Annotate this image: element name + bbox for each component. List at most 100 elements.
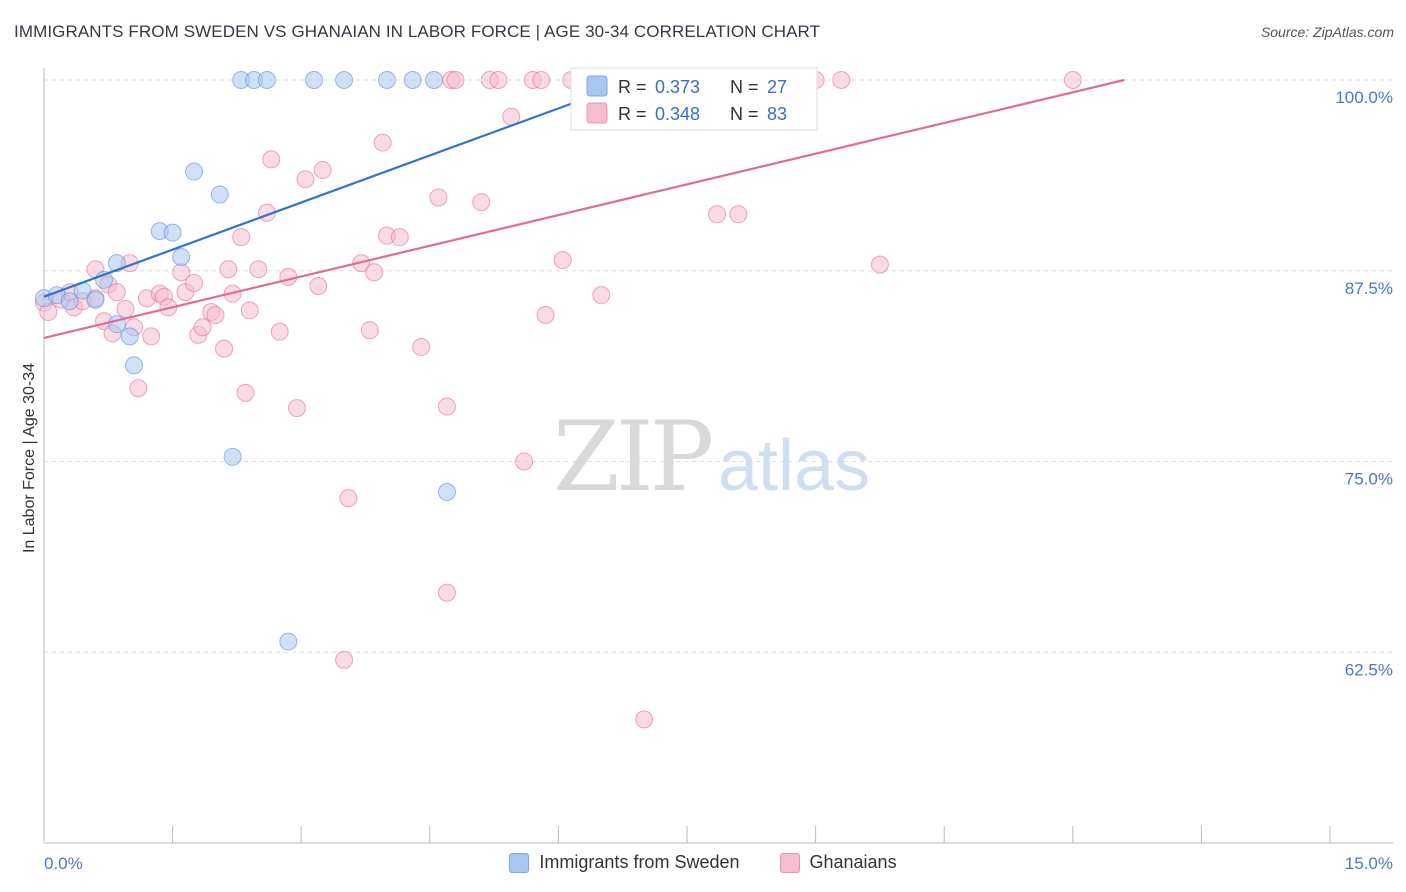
legend-swatch-sweden-bottom xyxy=(509,852,530,873)
sweden-point xyxy=(437,483,456,502)
sweden-point xyxy=(60,292,79,311)
ghanaians-point xyxy=(365,263,384,282)
legend-r-label-sweden: R = xyxy=(618,77,647,97)
legend-label-sweden: Immigrants from Sweden xyxy=(539,852,740,872)
ghanaians-point xyxy=(437,583,456,602)
ghanaians-point xyxy=(536,306,555,325)
sweden-point xyxy=(223,447,242,466)
sweden-point xyxy=(120,327,139,346)
ghanaians-point xyxy=(592,286,611,305)
ghanaians-point xyxy=(360,321,379,340)
sweden-point xyxy=(403,71,422,89)
sweden-point xyxy=(335,71,354,89)
ghanaians-point xyxy=(193,318,212,337)
ghanaians-point xyxy=(309,277,328,296)
ghanaians-trend-line xyxy=(43,78,1125,339)
ghanaians-point xyxy=(412,338,431,357)
sweden-point xyxy=(210,185,229,204)
ghanaians-point xyxy=(437,397,456,416)
ghanaians-point xyxy=(390,228,409,247)
legend-item-ghanaians[interactable]: Ghanaians xyxy=(779,852,897,873)
sweden-point xyxy=(172,248,191,267)
y-tick-label: 62.5% xyxy=(1345,660,1393,679)
sweden-trend-line xyxy=(43,72,654,298)
trend-lines xyxy=(43,72,1125,339)
legend-n-label-ghanaians: N = xyxy=(730,104,759,124)
ghanaians-point xyxy=(206,306,225,325)
legend-r-value-sweden: 0.373 xyxy=(655,77,700,97)
ghanaians-point xyxy=(262,150,281,169)
ghanaians-point xyxy=(296,170,315,189)
ghanaians-point xyxy=(129,379,148,398)
y-tick-label: 100.0% xyxy=(1335,88,1393,107)
legend-r-value-ghanaians: 0.348 xyxy=(655,104,700,124)
x-tick-labels: 0.0% 15.0% xyxy=(44,854,1393,873)
ghanaians-point xyxy=(185,273,204,292)
sweden-points xyxy=(35,71,619,651)
ghanaians-point xyxy=(335,650,354,669)
grid-lines xyxy=(44,79,1393,653)
ghanaians-point xyxy=(553,251,572,270)
legend-n-value-ghanaians: 83 xyxy=(767,104,787,124)
y-tick-label: 75.0% xyxy=(1345,470,1393,489)
sweden-point xyxy=(305,71,324,89)
chart-title: IMMIGRANTS FROM SWEDEN VS GHANAIAN IN LA… xyxy=(14,22,821,41)
sweden-point xyxy=(257,71,276,89)
x-tick-label-left: 0.0% xyxy=(44,854,83,873)
source-credit: Source: ZipAtlas.com xyxy=(1260,24,1394,40)
axes xyxy=(43,68,1393,844)
sweden-point xyxy=(86,290,105,309)
legend-r-label-ghanaians: R = xyxy=(618,104,647,124)
ghanaians-point xyxy=(107,283,126,302)
ghanaians-point xyxy=(270,322,289,341)
legend-swatch-ghanaians xyxy=(586,102,608,124)
ghanaians-point xyxy=(446,71,465,89)
ghanaians-point xyxy=(215,339,234,358)
sweden-point xyxy=(125,356,144,375)
sweden-point xyxy=(377,71,396,89)
watermark-atlas: atlas xyxy=(718,426,870,506)
watermark-zip: ZIP xyxy=(553,401,712,513)
sweden-point xyxy=(279,632,298,651)
ghanaians-point xyxy=(429,188,448,207)
sweden-point xyxy=(425,71,444,89)
legend-item-sweden[interactable]: Immigrants from Sweden xyxy=(509,852,740,873)
ghanaians-point xyxy=(240,301,259,320)
ghanaians-point xyxy=(489,71,508,89)
stats-legend: R = 0.373 N = 27 R = 0.348 N = 83 xyxy=(570,67,818,131)
legend-swatch-sweden xyxy=(586,75,608,97)
ghanaians-point xyxy=(832,71,851,89)
ghanaians-point xyxy=(515,452,534,471)
ghanaians-point xyxy=(870,255,889,274)
ghanaians-point xyxy=(635,710,654,729)
ghanaians-point xyxy=(1063,71,1082,89)
ghanaians-point xyxy=(249,260,268,279)
watermark: ZIP atlas xyxy=(553,401,870,513)
ghanaians-point xyxy=(236,383,255,402)
ghanaians-point xyxy=(532,71,551,89)
ghanaians-point xyxy=(219,260,238,279)
legend-label-ghanaians: Ghanaians xyxy=(809,852,897,872)
legend-n-value-sweden: 27 xyxy=(767,77,787,97)
ghanaians-point xyxy=(373,133,392,152)
y-tick-label: 87.5% xyxy=(1345,279,1393,298)
ghanaians-point xyxy=(279,267,298,286)
ghanaians-point xyxy=(232,228,251,247)
ghanaians-point xyxy=(708,205,727,224)
ghanaians-point xyxy=(339,489,358,508)
legend-box xyxy=(570,67,818,131)
legend-n-label-sweden: N = xyxy=(730,77,759,97)
x-tick-label-right: 15.0% xyxy=(1345,854,1393,873)
y-tick-labels: 100.0% 87.5% 75.0% 62.5% xyxy=(1335,88,1393,679)
ghanaians-point xyxy=(142,327,161,346)
ghanaians-point xyxy=(729,205,748,224)
ghanaians-point xyxy=(116,299,135,318)
series-legend: Immigrants from Sweden Ghanaians xyxy=(0,852,1406,873)
ghanaians-point xyxy=(472,193,491,212)
sweden-point xyxy=(185,162,204,181)
sweden-point xyxy=(163,223,182,242)
legend-swatch-ghanaians-bottom xyxy=(779,852,800,873)
ghanaians-point xyxy=(313,161,332,180)
ghanaians-point xyxy=(287,399,306,418)
